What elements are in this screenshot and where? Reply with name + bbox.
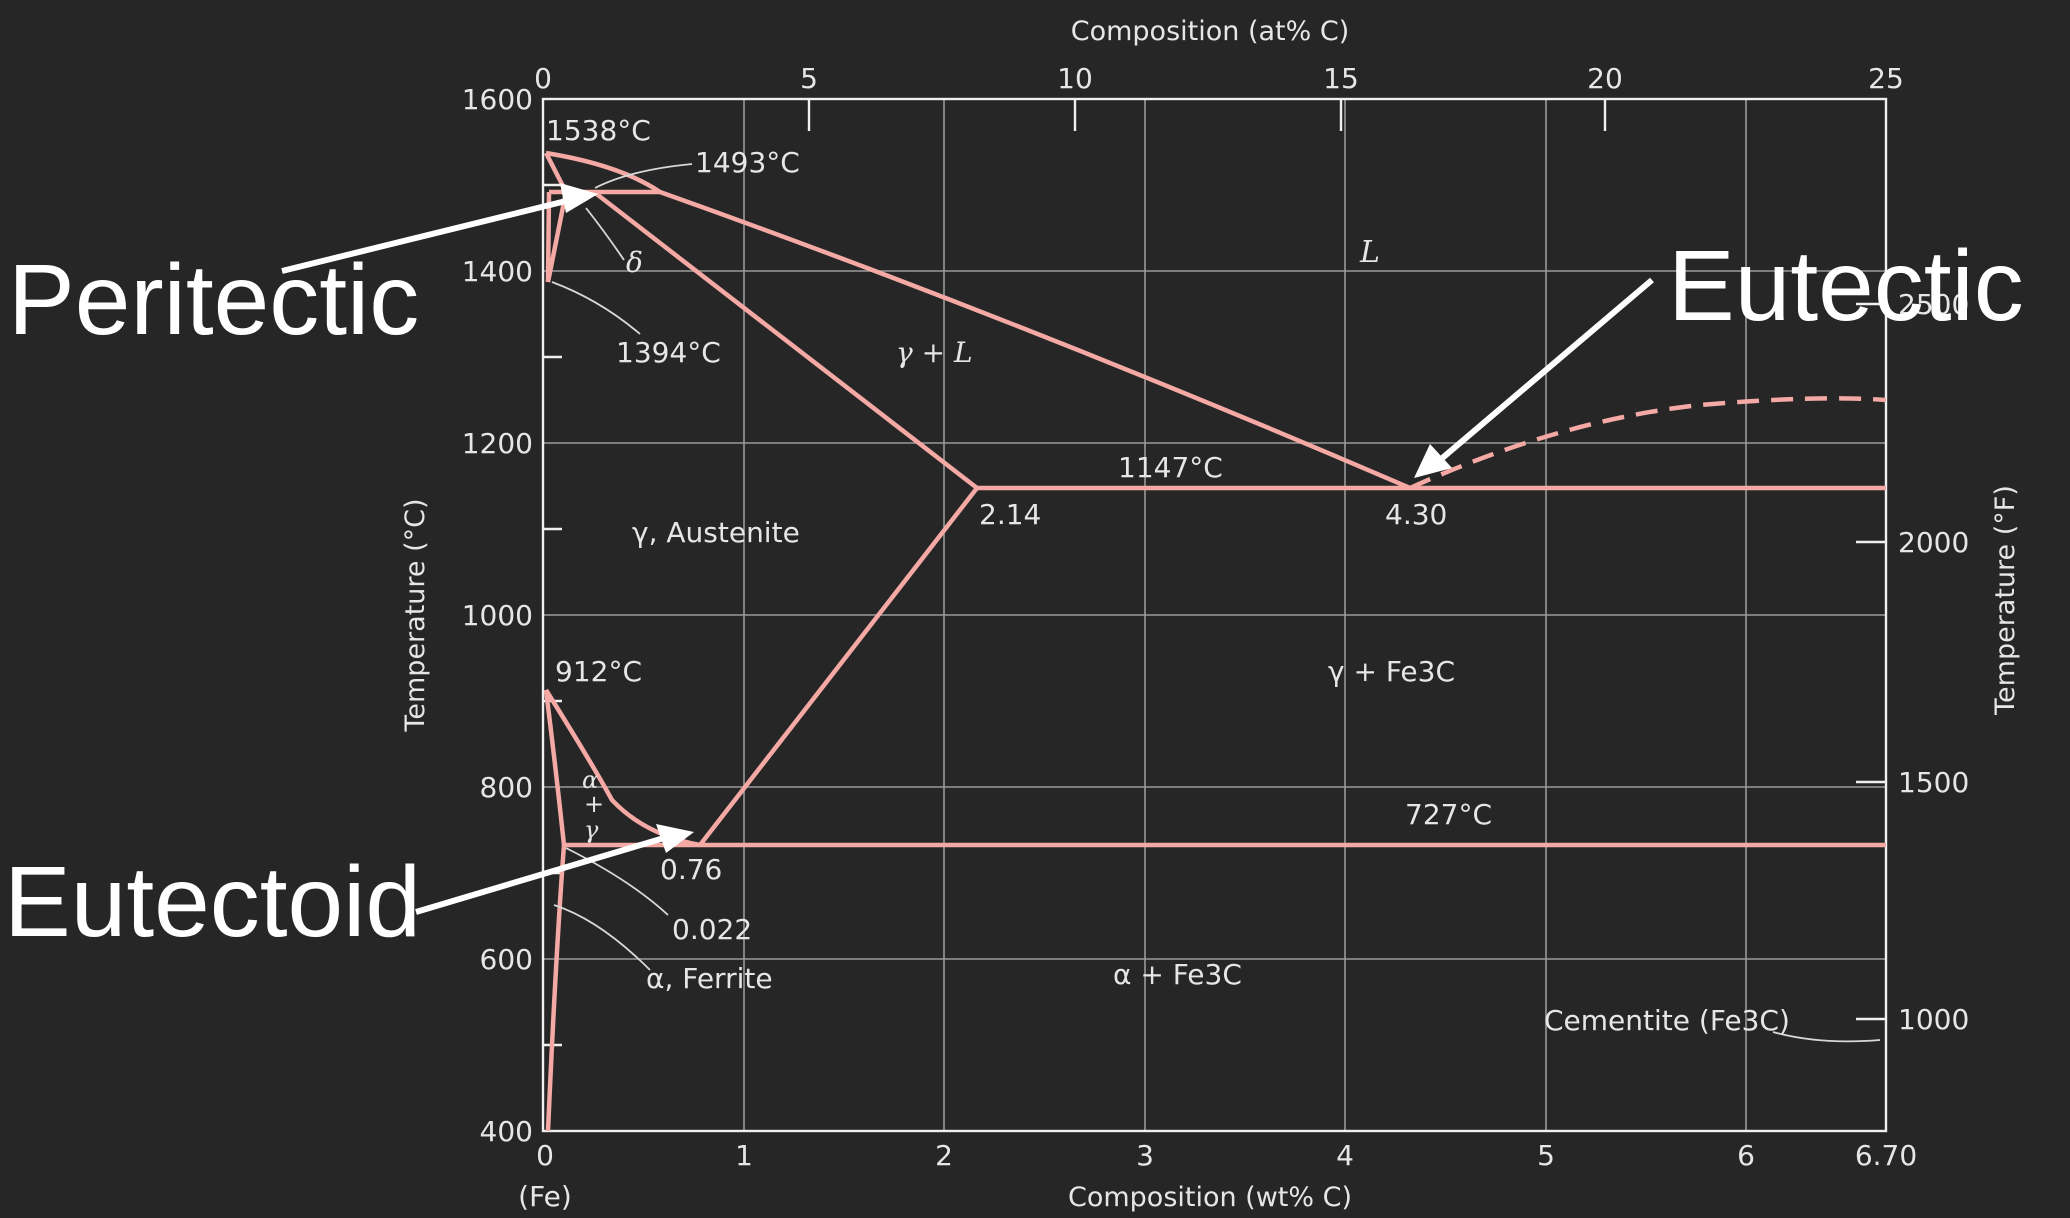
right-axis-ticks: 1000 1500 2000 2500 bbox=[1898, 288, 1969, 1036]
temp-1538-label: 1538°C bbox=[546, 114, 651, 147]
region-gamma: γ bbox=[584, 816, 599, 844]
ferrite-solvus bbox=[545, 844, 567, 1131]
left-tick-label: 1000 bbox=[462, 599, 533, 632]
phase-boundaries bbox=[543, 150, 1886, 1131]
delta-gamma-lower bbox=[545, 191, 569, 283]
alpha-gamma-line bbox=[543, 689, 567, 846]
bottom-tick-label: 2 bbox=[935, 1139, 953, 1172]
grid-lines bbox=[543, 99, 1886, 1131]
bottom-tick-label: 6 bbox=[1737, 1139, 1755, 1172]
cementite-label: Cementite (Fe3C) bbox=[1544, 1004, 1790, 1037]
left-axis-ticks: 400 600 800 1000 1200 1400 1600 bbox=[462, 83, 533, 1148]
right-tick-label: 1000 bbox=[1898, 1003, 1969, 1036]
peritectic-arrow bbox=[281, 197, 571, 274]
temp-1147-label: 1147°C bbox=[1118, 451, 1223, 484]
left-tick-label: 1600 bbox=[462, 83, 533, 116]
right-tick-label: 1500 bbox=[1898, 766, 1969, 799]
region-alpha-plus-cementite: α + Fe3C bbox=[1113, 958, 1242, 991]
right-axis-title: Temperature (°F) bbox=[1990, 485, 2021, 716]
temp-912-label: 912°C bbox=[555, 655, 642, 688]
region-plus: + bbox=[584, 790, 604, 818]
bottom-tick-label: 3 bbox=[1136, 1139, 1154, 1172]
region-alpha: α bbox=[582, 766, 598, 794]
left-tick-label: 600 bbox=[480, 943, 533, 976]
temp-1394-label: 1394°C bbox=[616, 336, 721, 369]
left-tick-label: 1400 bbox=[462, 255, 533, 288]
eutectic-arrow bbox=[1438, 277, 1654, 463]
bottom-tick-label: 5 bbox=[1537, 1139, 1555, 1172]
eutectic-callout: Eutectic bbox=[1668, 230, 2024, 342]
region-austenite: γ, Austenite bbox=[632, 516, 800, 549]
peritectic-arrowhead bbox=[560, 183, 598, 213]
eutectoid-callout: Eutectoid bbox=[4, 846, 421, 958]
bottom-tick-label: 6.70 bbox=[1855, 1139, 1917, 1172]
eutectic-arrowhead bbox=[1414, 444, 1452, 478]
bottom-tick-label: 0 bbox=[536, 1139, 554, 1172]
top-tick-label: 25 bbox=[1868, 62, 1904, 95]
top-tick-label: 0 bbox=[534, 62, 552, 95]
top-tick-label: 10 bbox=[1057, 62, 1093, 95]
right-tick-label: 2500 bbox=[1898, 288, 1969, 321]
peritectic-callout: Peritectic bbox=[8, 244, 419, 356]
plot-frame bbox=[541, 97, 1888, 1133]
left-axis-title: Temperature (°C) bbox=[400, 498, 431, 732]
region-delta: δ bbox=[626, 246, 643, 279]
cementite-liquidus-dashed bbox=[1409, 396, 1886, 491]
comp-214-label: 2.14 bbox=[979, 498, 1041, 531]
bottom-axis-ticks: 0 1 2 3 4 5 6 6.70 bbox=[536, 1139, 1917, 1172]
bottom-tick-label: 4 bbox=[1336, 1139, 1354, 1172]
top-axis-title: Composition (at% C) bbox=[1071, 16, 1350, 47]
acm-line bbox=[698, 486, 979, 847]
left-tick-label: 400 bbox=[480, 1115, 533, 1148]
callout-arrows bbox=[281, 183, 1654, 915]
liquidus-line bbox=[545, 150, 1411, 491]
region-gamma-plus-cementite: γ + Fe3C bbox=[1328, 655, 1455, 688]
bottom-tick-label: 1 bbox=[735, 1139, 753, 1172]
comp-430-label: 4.30 bbox=[1385, 498, 1447, 531]
region-gamma-plus-liquid: γ + L bbox=[896, 336, 973, 369]
bottom-axis-title: Composition (wt% C) bbox=[1068, 1182, 1352, 1213]
right-tick-label: 2000 bbox=[1898, 526, 1969, 559]
eutectoid-arrow bbox=[415, 835, 665, 915]
origin-fe-label: (Fe) bbox=[518, 1180, 572, 1213]
point-labels: 1538°C 1493°C 1394°C 1147°C 912°C 727°C … bbox=[546, 114, 1492, 946]
a3-line bbox=[544, 688, 701, 848]
region-liquid: L bbox=[1359, 235, 1380, 270]
region-labels: L γ + L γ, Austenite γ + Fe3C α + Fe3C α… bbox=[582, 235, 1790, 1037]
temp-1493-label: 1493°C bbox=[695, 146, 800, 179]
annotation-leaders bbox=[551, 163, 1881, 1043]
top-tick-label: 15 bbox=[1323, 62, 1359, 95]
eutectoid-arrowhead bbox=[656, 824, 694, 853]
left-tick-label: 1200 bbox=[462, 427, 533, 460]
region-ferrite: α, Ferrite bbox=[646, 962, 773, 995]
top-axis-ticks: 0 5 10 15 20 25 bbox=[534, 62, 1904, 95]
gamma-solidus bbox=[592, 190, 979, 490]
top-tick-label: 5 bbox=[800, 62, 818, 95]
temp-727-label: 727°C bbox=[1405, 798, 1492, 831]
comp-0022-label: 0.022 bbox=[672, 913, 752, 946]
left-tick-label: 800 bbox=[480, 771, 533, 804]
comp-076-label: 0.76 bbox=[660, 853, 722, 886]
top-tick-label: 20 bbox=[1587, 62, 1623, 95]
